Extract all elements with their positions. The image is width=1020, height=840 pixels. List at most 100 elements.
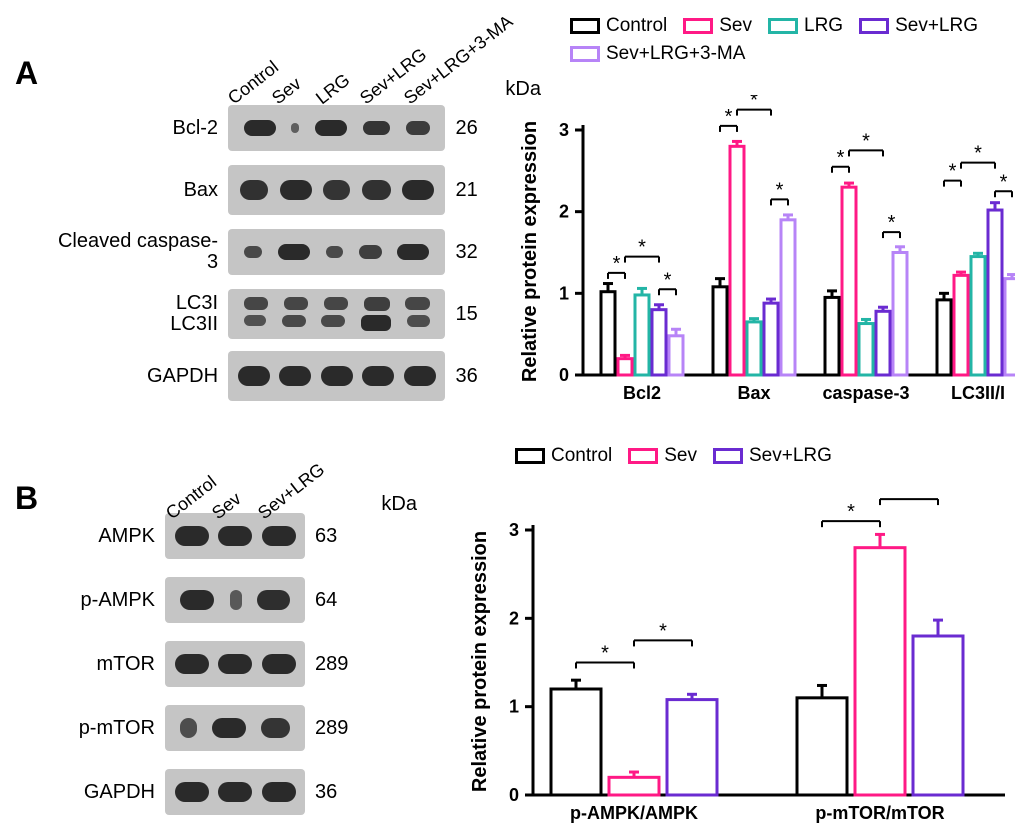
gel-strip — [165, 577, 305, 623]
svg-text:p-mTOR/mTOR: p-mTOR/mTOR — [815, 803, 944, 823]
panel-a-label: A — [15, 55, 38, 92]
svg-text:*: * — [862, 130, 870, 152]
ylabel-b: Relative protein expression — [469, 531, 492, 792]
kda-value: 21 — [445, 179, 495, 202]
legend-b: Control Sev Sev+LRG — [515, 445, 1015, 467]
protein-label: GAPDH — [55, 366, 228, 387]
svg-text:2: 2 — [559, 202, 569, 222]
svg-text:*: * — [837, 147, 845, 169]
kda-value: 36 — [445, 365, 495, 388]
gel-strip — [228, 289, 445, 339]
gel-strip — [228, 165, 445, 215]
western-blots-b: ControlSevSev+LRGkDa AMPK 63 p-AMPK 64 mTOR2… — [55, 445, 395, 827]
panel-b: B ControlSevSev+LRGkDa AMPK63p-AMPK64mTO… — [15, 445, 1005, 840]
svg-text:LC3II/I: LC3II/I — [951, 383, 1005, 403]
svg-text:0: 0 — [559, 365, 569, 385]
svg-text:*: * — [659, 620, 667, 642]
blot-row: p-mTOR 289 — [55, 699, 395, 757]
svg-text:2: 2 — [509, 608, 519, 628]
svg-text:Bcl2: Bcl2 — [623, 383, 661, 403]
gel-strip — [165, 705, 305, 751]
svg-text:3: 3 — [559, 120, 569, 140]
legend-label: Sev+LRG — [895, 15, 978, 37]
svg-text:*: * — [974, 143, 982, 165]
gel-strip — [228, 351, 445, 401]
lane-headers-a: ControlSevLRGSev+LRGSev+LRG+3-MAkDa — [55, 30, 495, 100]
legend-swatch — [570, 18, 600, 34]
legend-label: Sev — [664, 445, 697, 467]
svg-text:*: * — [601, 643, 609, 665]
protein-label: p-mTOR — [55, 717, 165, 740]
kda-value: 36 — [305, 781, 355, 804]
protein-label: AMPK — [55, 525, 165, 548]
legend-item: Sev+LRG+3-MA — [570, 43, 745, 65]
kda-value: 32 — [445, 241, 495, 264]
legend-swatch — [859, 18, 889, 34]
blot-row: GAPDH 36 — [55, 348, 495, 404]
kda-value: 289 — [305, 717, 355, 740]
legend-label: Sev+LRG — [749, 445, 832, 467]
legend-swatch — [570, 46, 600, 62]
panel-b-label: B — [15, 480, 38, 517]
svg-text:*: * — [750, 95, 758, 112]
legend-item: Sev+LRG — [859, 15, 978, 37]
svg-text:caspase-3: caspase-3 — [822, 383, 909, 403]
protein-label: p-AMPK — [55, 589, 165, 612]
legend-item: LRG — [768, 15, 843, 37]
blot-row: Cleaved caspase-3 32 — [55, 224, 495, 280]
svg-text:1: 1 — [509, 697, 519, 717]
gel-strip — [165, 641, 305, 687]
blot-row: p-AMPK 64 — [55, 571, 395, 629]
protein-label: LC3ILC3II — [55, 293, 228, 335]
svg-text:3: 3 — [509, 520, 519, 540]
svg-text:p-AMPK/AMPK: p-AMPK/AMPK — [570, 803, 698, 823]
svg-text:*: * — [888, 212, 896, 234]
western-blots-a: ControlSevLRGSev+LRGSev+LRG+3-MAkDa Bcl-… — [55, 30, 495, 410]
legend-swatch — [628, 448, 658, 464]
blot-row: mTOR289 — [55, 635, 395, 693]
blot-row: Bcl-2 26 — [55, 100, 495, 156]
protein-label: Bax — [55, 180, 228, 201]
legend-label: Sev — [719, 15, 752, 37]
legend-item: Sev — [628, 445, 697, 467]
legend-item: Sev+LRG — [713, 445, 832, 467]
svg-text:*: * — [847, 501, 855, 523]
gel-strip — [165, 769, 305, 815]
legend-label: Control — [606, 15, 667, 37]
kda-value: 15 — [445, 303, 495, 326]
svg-text:0: 0 — [509, 785, 519, 805]
ylabel-a: Relative protein expression — [519, 121, 542, 382]
kda-value: 63 — [305, 525, 355, 548]
bar-chart-b: Relative protein expression 0123**p-AMPK… — [485, 495, 1015, 835]
kda-value: 64 — [305, 589, 355, 612]
legend-a: Control Sev LRG Sev+LRG Sev+LRG+3-MA — [570, 15, 1010, 65]
blot-row: GAPDH 36 — [55, 763, 395, 821]
svg-text:Bax: Bax — [737, 383, 770, 403]
svg-text:*: * — [905, 495, 913, 501]
legend-item: Control — [570, 15, 667, 37]
svg-text:*: * — [613, 253, 621, 275]
gel-strip — [228, 105, 445, 151]
legend-label: Control — [551, 445, 612, 467]
blot-row: LC3ILC3II 15 — [55, 286, 495, 342]
protein-label: Cleaved caspase-3 — [55, 231, 228, 273]
svg-text:*: * — [1000, 171, 1008, 193]
svg-text:*: * — [725, 106, 733, 128]
protein-label: Bcl-2 — [55, 118, 228, 139]
svg-text:1: 1 — [559, 283, 569, 303]
legend-swatch — [768, 18, 798, 34]
legend-label: Sev+LRG+3-MA — [606, 43, 745, 65]
kda-value: 289 — [305, 653, 355, 676]
gel-strip — [165, 513, 305, 559]
figure: A ControlSevLRGSev+LRGSev+LRG+3-MAkDa Bc… — [15, 15, 1005, 823]
bar-chart-a: Relative protein expression 0123***Bcl2*… — [535, 95, 1015, 415]
legend-swatch — [515, 448, 545, 464]
svg-text:*: * — [776, 179, 784, 201]
kda-header: kDa — [381, 493, 417, 516]
protein-label: GAPDH — [55, 781, 165, 804]
kda-value: 26 — [445, 117, 495, 140]
lane-headers-b: ControlSevSev+LRGkDa — [55, 445, 395, 507]
svg-text:*: * — [638, 237, 646, 259]
legend-label: LRG — [804, 15, 843, 37]
legend-item: Control — [515, 445, 612, 467]
